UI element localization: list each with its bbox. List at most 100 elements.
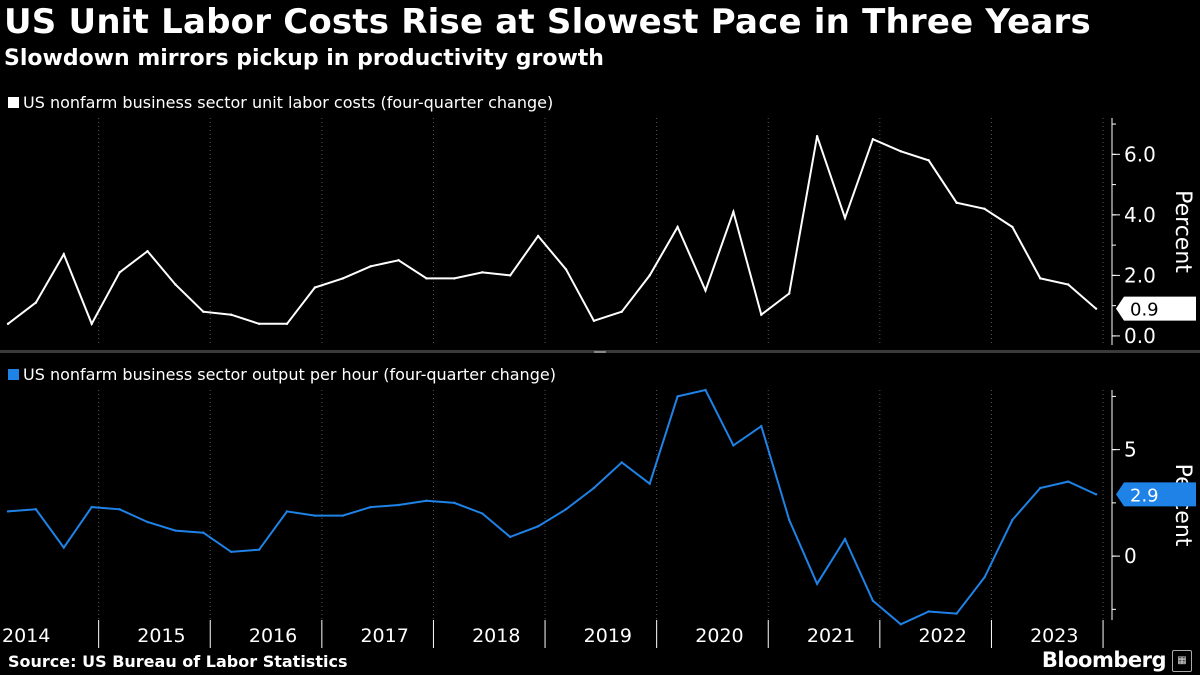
data-point — [1039, 277, 1042, 280]
legend-label-productivity: US nonfarm business sector output per ho… — [23, 365, 556, 384]
data-point — [509, 535, 512, 539]
data-point — [1039, 486, 1042, 490]
data-point — [369, 265, 372, 268]
data-point — [592, 486, 596, 490]
x-tick-label: 2022 — [918, 625, 966, 647]
data-point — [732, 210, 735, 214]
data-point — [90, 322, 93, 326]
bloomberg-logo: Bloomberg — [1041, 648, 1167, 672]
x-tick-label: 2018 — [472, 625, 520, 647]
x-tick-label: 2015 — [137, 625, 185, 647]
data-point — [592, 319, 596, 322]
data-point — [481, 271, 484, 274]
data-point — [843, 216, 847, 220]
data-point — [788, 292, 791, 295]
data-point — [1067, 283, 1070, 286]
data-point — [983, 576, 986, 579]
data-point — [285, 510, 289, 513]
share-icon[interactable]: ▦ — [1172, 650, 1192, 672]
last-value-label: 0.9 — [1130, 300, 1159, 321]
x-tick-label: 2019 — [584, 625, 632, 647]
data-point — [285, 322, 289, 326]
data-point — [927, 159, 930, 162]
legend-unit-labor-costs: US nonfarm business sector unit labor co… — [8, 93, 553, 112]
data-point — [871, 137, 875, 141]
data-point — [788, 518, 791, 522]
x-tick-label: 2023 — [1030, 625, 1078, 647]
x-tick-label: 2016 — [249, 625, 297, 647]
legend-swatch-blue — [8, 369, 19, 380]
data-point — [815, 134, 819, 138]
data-point — [1094, 307, 1098, 310]
y-tick-label: 6.0 — [1124, 142, 1156, 166]
data-point — [648, 482, 651, 485]
x-tick-label: 2021 — [807, 625, 855, 647]
data-point — [732, 444, 735, 447]
data-point — [118, 508, 121, 511]
data-point — [927, 610, 930, 613]
data-point — [676, 395, 679, 398]
data-point — [62, 253, 65, 256]
data-point — [257, 322, 261, 326]
data-point — [955, 612, 958, 615]
source-note: Source: US Bureau of Labor Statistics — [8, 652, 348, 671]
data-point — [341, 514, 344, 517]
data-point — [704, 388, 707, 392]
data-point — [564, 268, 568, 271]
data-point — [453, 277, 456, 280]
data-point — [509, 274, 512, 277]
data-point — [1067, 480, 1070, 483]
data-point — [843, 537, 847, 541]
data-point — [955, 201, 958, 204]
y-tick-label: 0.0 — [1124, 324, 1156, 348]
data-point — [90, 505, 93, 509]
legend-swatch-white — [8, 97, 19, 108]
data-point — [481, 512, 484, 515]
data-point — [620, 461, 623, 464]
data-point — [899, 150, 902, 153]
data-point — [676, 225, 679, 229]
data-point — [313, 286, 317, 289]
data-point — [536, 525, 540, 528]
data-point — [397, 259, 400, 262]
data-point — [1094, 493, 1098, 496]
data-point — [369, 505, 372, 509]
data-point — [704, 289, 707, 292]
y-tick-label: 4.0 — [1124, 203, 1156, 227]
last-value-tag — [1116, 296, 1196, 321]
data-point — [146, 520, 149, 524]
data-point — [536, 234, 540, 238]
data-point — [257, 548, 261, 551]
chart-subtitle: Slowdown mirrors pickup in productivity … — [4, 46, 604, 71]
data-point — [34, 508, 38, 511]
y-tick-label: 5 — [1124, 438, 1137, 462]
data-point — [453, 501, 456, 505]
data-point — [6, 510, 10, 513]
data-point — [202, 310, 205, 313]
data-point — [62, 546, 65, 549]
data-point — [760, 313, 763, 316]
y-axis-label: Percent — [1170, 190, 1195, 273]
data-point — [871, 599, 875, 603]
legend-label-unit-labor-costs: US nonfarm business sector unit labor co… — [23, 93, 554, 112]
x-tick-label: 2014 — [2, 625, 50, 647]
data-point — [118, 271, 121, 274]
data-point — [983, 207, 986, 210]
data-point — [899, 623, 902, 626]
series-line-unit-labor-costs — [7, 135, 1097, 327]
data-point — [6, 322, 10, 326]
divider-grip-handle[interactable] — [594, 351, 606, 353]
data-point — [146, 249, 149, 253]
last-value-tag — [1116, 482, 1196, 507]
data-point — [1011, 518, 1014, 522]
data-point — [564, 508, 568, 511]
chart-title: US Unit Labor Costs Rise at Slowest Pace… — [4, 2, 1091, 42]
data-point — [425, 277, 428, 280]
data-point — [425, 499, 428, 502]
data-point — [648, 274, 651, 277]
y-tick-label: 0 — [1124, 544, 1137, 568]
data-point — [174, 529, 177, 532]
data-point — [313, 514, 317, 517]
data-point — [230, 313, 233, 316]
